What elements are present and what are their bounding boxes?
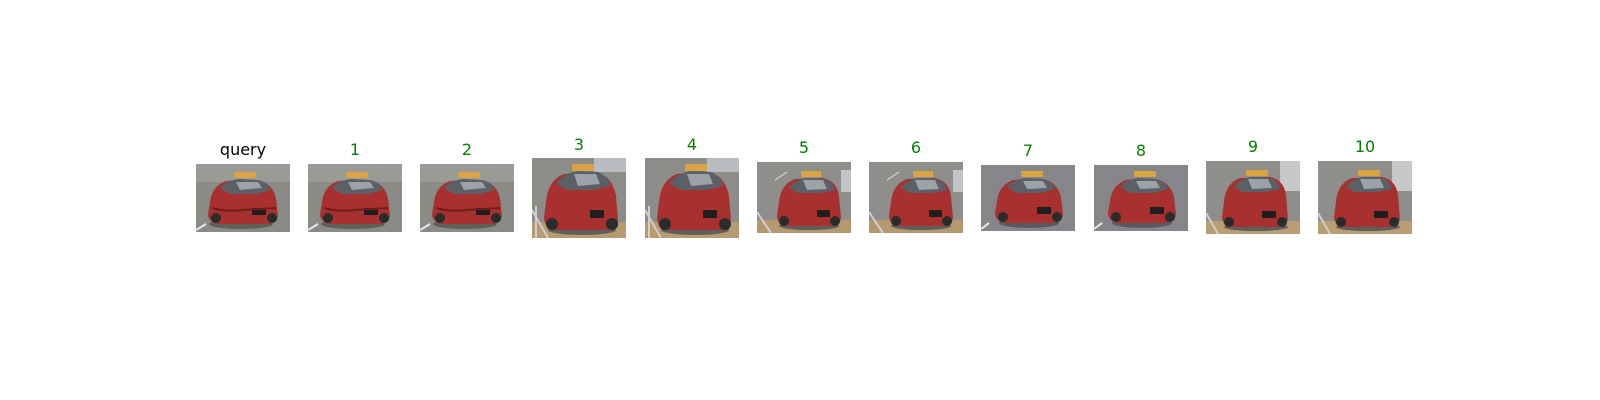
result-car-image [869,162,963,233]
rank-label: 5 [798,138,810,157]
rank-label: 7 [1022,141,1034,160]
result-car-image [757,162,851,233]
rank-label: 10 [1354,137,1376,156]
rank-label: 2 [461,140,473,159]
rank-label: 6 [910,138,922,157]
rank-label: 1 [349,140,361,159]
result-car-image [1318,161,1412,234]
result-car-image [308,164,402,232]
rank-label: 3 [573,135,585,154]
query-car-image [196,164,290,232]
result-car-image [532,158,626,238]
query-label: query [219,140,267,159]
rank-label: 9 [1247,137,1259,156]
rank-label: 8 [1135,141,1147,160]
car-photo-svg [196,164,290,232]
result-car-image [645,158,739,238]
result-car-image [1206,161,1300,234]
result-car-image [981,165,1075,231]
result-car-image [1094,165,1188,231]
result-car-image [420,164,514,232]
rank-label: 4 [686,135,698,154]
